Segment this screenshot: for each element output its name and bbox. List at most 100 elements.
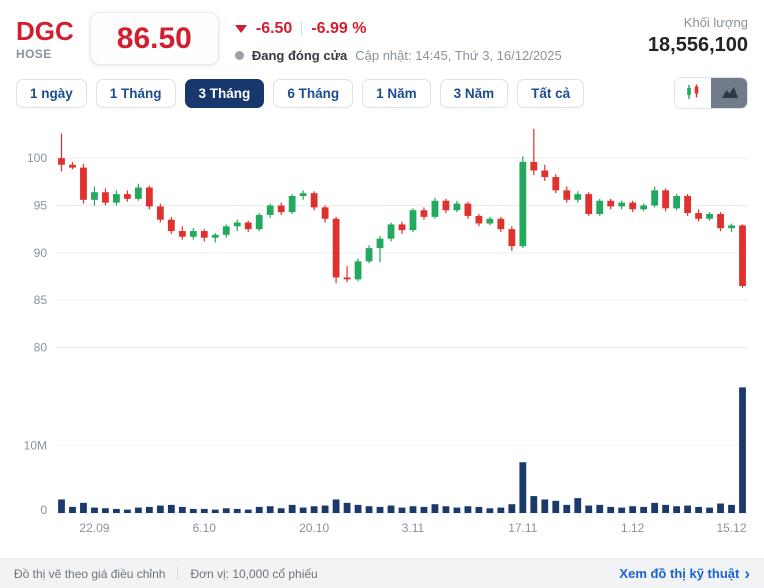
chevron-right-icon: › (744, 564, 750, 583)
volume-bar (640, 506, 648, 513)
range-tab-all[interactable]: Tất cả (517, 78, 585, 108)
volume-bar (299, 507, 307, 513)
candle-body (398, 224, 406, 231)
volume-bar (695, 506, 702, 513)
volume-bar (618, 507, 626, 513)
candle-body (222, 226, 230, 235)
candlestick-chart-icon (684, 84, 702, 103)
candlestick-chart-button[interactable] (675, 78, 711, 108)
volume-bar (431, 504, 439, 513)
candle-body (189, 231, 197, 237)
candle-body (673, 196, 681, 209)
volume-bar (156, 505, 164, 513)
divider (301, 21, 303, 36)
x-axis-label: 20.10 (299, 521, 329, 535)
volume-bar (563, 504, 571, 513)
range-tab-1d[interactable]: 1 ngày (16, 78, 87, 108)
volume-bar (596, 504, 604, 513)
volume-bar (332, 499, 340, 513)
candle-body (80, 167, 87, 200)
volume-bar (145, 506, 153, 513)
x-axis-label: 22.09 (79, 521, 109, 535)
range-tab-6m[interactable]: 6 Tháng (273, 78, 354, 108)
price-change-percent: -6.99 % (311, 19, 367, 37)
candle-body (640, 205, 648, 210)
price-volume-chart[interactable]: 100 95 90 85 80 10M 0 22.09 6.10 20.10 3.11 17.11 1.… (0, 113, 764, 545)
candle-body (244, 222, 252, 230)
candle-body (409, 210, 417, 231)
range-tab-3m[interactable]: 3 Tháng (184, 78, 265, 108)
volume-label: Khối lượng (683, 15, 748, 30)
volume-bar (717, 503, 724, 513)
candle-body (508, 229, 516, 247)
candle-body (255, 214, 263, 230)
header: DGC HOSE 86.50 -6.50 -6.99 % Đang đóng c… (0, 0, 764, 69)
candle-body (299, 193, 307, 197)
volume-bar (607, 506, 615, 513)
candle-body (453, 203, 461, 211)
candle-body (69, 164, 76, 168)
volume-bar (706, 507, 713, 513)
candle-body (178, 231, 186, 237)
volume-bar (530, 496, 538, 513)
down-triangle-icon (234, 24, 247, 33)
x-axis-label: 6.10 (193, 521, 217, 535)
volume-bar (519, 462, 527, 513)
candle-body (706, 214, 713, 219)
adjusted-price-note: Đồ thị vẽ theo giá điều chỉnh (14, 566, 166, 581)
candle-body (310, 193, 318, 208)
candle-body (376, 238, 384, 249)
volume-bar (409, 506, 417, 513)
volume-bar (552, 500, 560, 513)
volume-bar (420, 506, 428, 513)
candle-body (596, 200, 604, 215)
volume-axis-label: 10M (24, 438, 47, 452)
candle-body (662, 190, 670, 209)
volume-bar (233, 508, 241, 513)
volume-unit-note: Đơn vị: 10,000 cổ phiếu (190, 566, 318, 581)
volume-bar (69, 506, 76, 513)
volume-bar (651, 502, 659, 513)
volume-bar (486, 508, 494, 513)
candle-body (519, 161, 527, 247)
volume-bar (453, 507, 461, 513)
candle-body (629, 202, 637, 210)
candle-body (200, 231, 208, 238)
price-change: -6.50 (255, 19, 293, 37)
candle-body (420, 210, 428, 217)
candle-body (475, 215, 483, 224)
range-tab-3y[interactable]: 3 Năm (439, 78, 509, 108)
candle-body (365, 248, 373, 262)
exchange-name: HOSE (16, 47, 52, 61)
candle-body (431, 200, 439, 217)
area-chart-button[interactable] (711, 78, 747, 108)
candle-body (717, 214, 724, 229)
candle-body (113, 194, 120, 203)
technical-chart-link-label: Xem đồ thị kỹ thuật (619, 566, 740, 581)
candle-body (321, 207, 329, 219)
range-tab-1y[interactable]: 1 Năm (362, 78, 431, 108)
volume-bar (189, 508, 197, 513)
volume-bar (662, 504, 670, 513)
candle-body (651, 190, 659, 206)
volume-bar (475, 506, 483, 513)
volume-bar (739, 387, 746, 513)
technical-chart-link[interactable]: Xem đồ thị kỹ thuật › (619, 565, 750, 582)
volume-bar (222, 508, 230, 513)
volume-bar (102, 508, 109, 513)
volume-bar (585, 505, 593, 513)
candle-body (211, 234, 219, 238)
volume-bar (387, 505, 395, 513)
candle-body (167, 219, 175, 232)
ticker-symbol: DGC (16, 16, 74, 46)
volume-bar (211, 509, 219, 513)
volume-bar (398, 507, 406, 513)
range-tab-1m[interactable]: 1 Tháng (95, 78, 176, 108)
volume-bar (244, 509, 252, 513)
range-tabs: 1 ngày 1 Tháng 3 Tháng 6 Tháng 1 Năm 3 Năm Tất… (16, 78, 585, 108)
volume-bar (343, 502, 351, 513)
volume-bar (167, 504, 175, 513)
area-chart-icon (721, 85, 739, 102)
candle-body (607, 200, 615, 207)
volume-bar (134, 507, 142, 513)
